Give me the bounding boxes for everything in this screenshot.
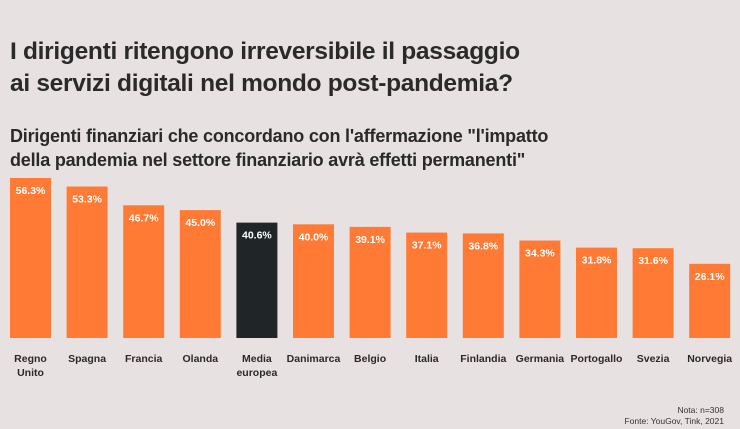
bar-media-europea: [236, 222, 278, 338]
bar-danimarca: [293, 224, 334, 338]
category-label: Olanda: [183, 353, 219, 365]
chart-subtitle-line-2: della pandemia nel settore finanziario a…: [10, 150, 526, 170]
category-label: Spagna: [68, 353, 106, 365]
category-label: Danimarca: [287, 353, 341, 365]
data-label: 56.3%: [16, 185, 46, 197]
chart-title-line-1: I dirigenti ritengono irreversibile il p…: [10, 38, 520, 65]
data-label: 31.6%: [638, 255, 668, 267]
category-label: Svezia: [637, 353, 670, 365]
category-label: Germania: [516, 353, 565, 365]
bar-francia: [123, 205, 165, 338]
bar-belgio: [349, 226, 391, 338]
source-note: Fonte: YouGov, Tink, 2021: [624, 416, 724, 426]
category-label: Regno: [14, 353, 47, 365]
bar-portogallo: [576, 247, 617, 338]
data-label: 34.3%: [525, 248, 555, 260]
bar-germania: [519, 240, 561, 338]
bar-svezia: [632, 248, 674, 338]
data-label: 36.8%: [468, 240, 498, 252]
chart-title-line-2: ai servizi digitali nel mondo post-pande…: [10, 70, 513, 97]
category-label: Finlandia: [460, 353, 506, 365]
category-label: Italia: [415, 353, 439, 365]
category-label: Norvegia: [687, 353, 732, 365]
chart-subtitle-line-1: Dirigenti finanziari che concordano con …: [10, 126, 549, 146]
chart-title: I dirigenti ritengono irreversibile il p…: [10, 36, 520, 100]
category-label: Portogallo: [571, 353, 623, 365]
sample-note: Nota: n=308: [677, 405, 724, 415]
data-label: 40.0%: [299, 231, 329, 243]
bar-finlandia: [462, 233, 504, 338]
category-label: Unito: [17, 367, 44, 379]
category-label: europea: [236, 367, 277, 379]
data-label: 26.1%: [695, 271, 725, 283]
bar-olanda: [179, 210, 221, 338]
chart-subtitle: Dirigenti finanziari che concordano con …: [10, 124, 548, 172]
data-label: 45.0%: [185, 217, 215, 229]
bar-norvegia: [689, 263, 731, 338]
chart-footnote: Nota: n=308 Fonte: YouGov, Tink, 2021: [624, 405, 724, 427]
data-label: 39.1%: [355, 234, 385, 246]
data-label: 31.8%: [582, 255, 612, 267]
bar-regno-unito: [10, 178, 51, 338]
category-label: Belgio: [354, 353, 386, 365]
category-label: Media: [242, 353, 272, 365]
data-label: 46.7%: [129, 212, 159, 224]
data-label: 40.6%: [242, 230, 272, 242]
bar-italia: [406, 232, 448, 338]
data-label: 53.3%: [72, 194, 102, 206]
category-label: Francia: [125, 353, 163, 365]
bar-spagna: [66, 186, 108, 338]
data-label: 37.1%: [412, 240, 442, 252]
